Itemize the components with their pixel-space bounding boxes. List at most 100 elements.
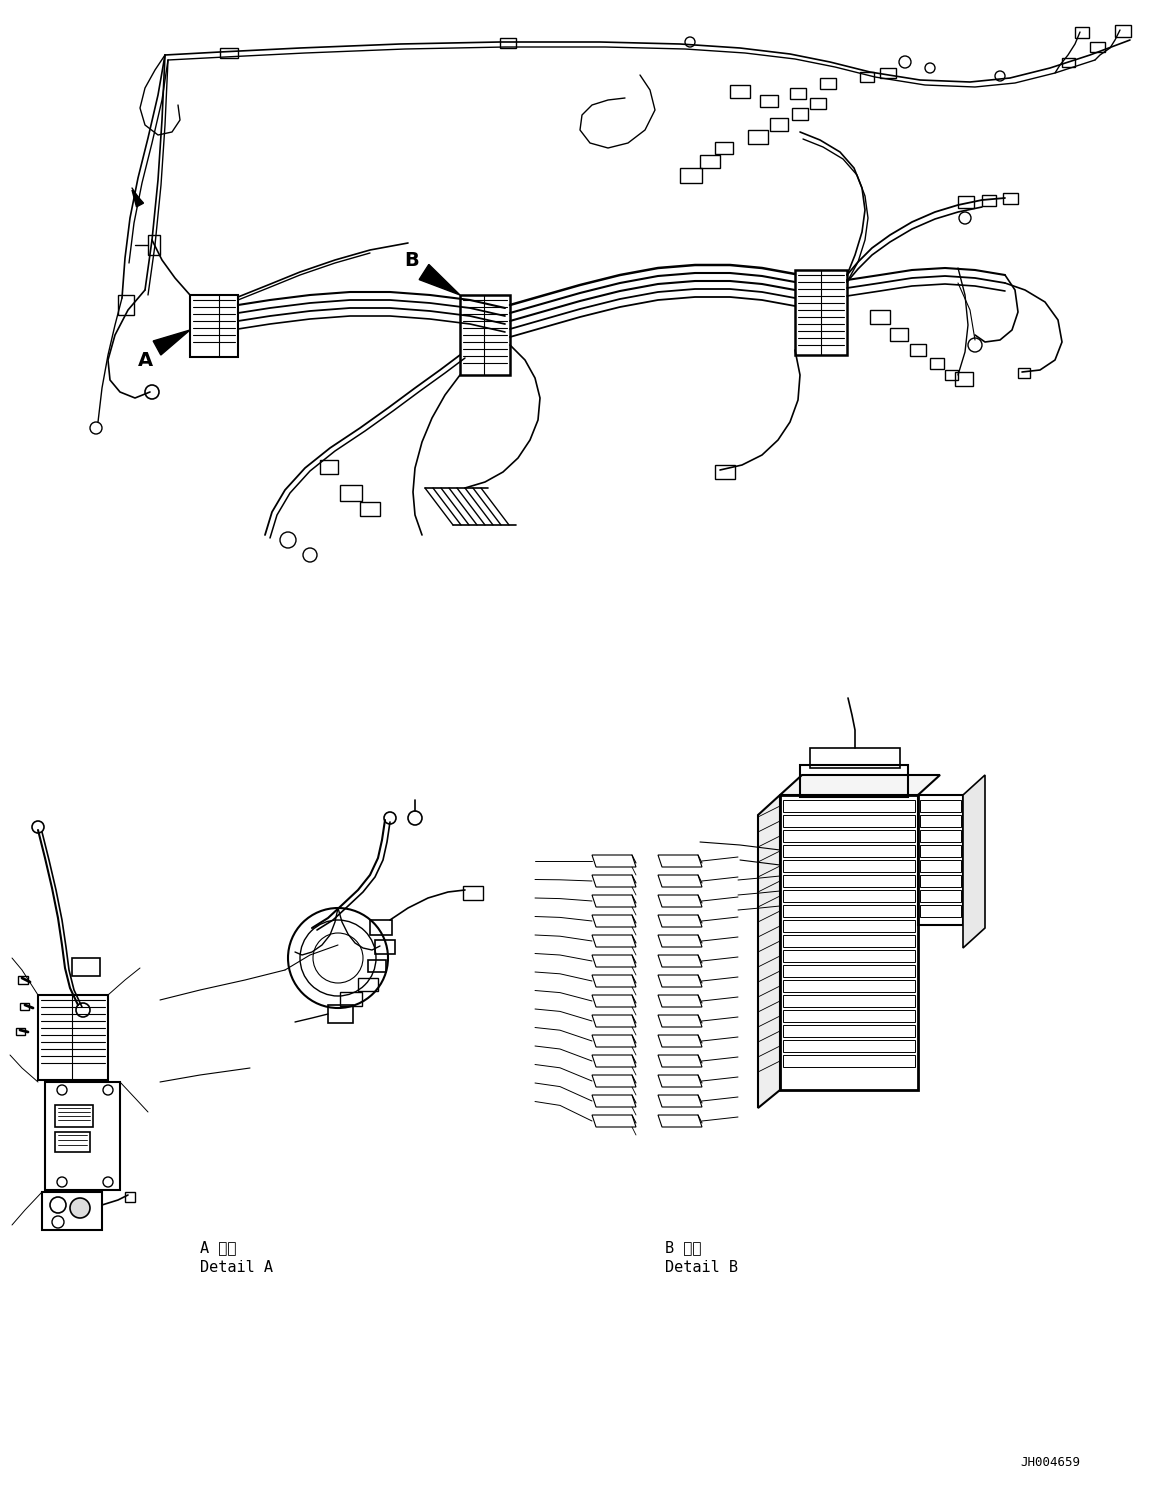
Bar bbox=[783, 981, 915, 992]
Bar bbox=[730, 85, 750, 98]
Polygon shape bbox=[592, 1115, 636, 1126]
Bar bbox=[770, 118, 789, 131]
Bar bbox=[1003, 193, 1018, 204]
Polygon shape bbox=[658, 995, 702, 1007]
Polygon shape bbox=[592, 894, 636, 908]
Bar bbox=[920, 830, 961, 842]
Bar bbox=[20, 1003, 29, 1010]
Bar bbox=[920, 801, 961, 812]
Bar bbox=[792, 109, 808, 121]
Bar bbox=[55, 1106, 93, 1126]
Polygon shape bbox=[592, 1036, 636, 1048]
Bar bbox=[870, 310, 890, 324]
Polygon shape bbox=[592, 856, 636, 868]
Bar bbox=[783, 815, 915, 827]
Bar bbox=[790, 88, 806, 100]
Bar bbox=[920, 875, 961, 887]
Bar bbox=[358, 978, 378, 991]
Bar bbox=[783, 845, 915, 857]
Bar bbox=[220, 48, 238, 58]
Polygon shape bbox=[131, 190, 143, 207]
Bar bbox=[16, 1028, 24, 1036]
Bar bbox=[45, 1082, 120, 1190]
Bar bbox=[795, 269, 847, 356]
Bar bbox=[680, 168, 702, 183]
Bar bbox=[930, 359, 944, 369]
Bar bbox=[955, 372, 973, 385]
Bar bbox=[1062, 58, 1075, 67]
Bar bbox=[920, 845, 961, 857]
Text: Detail A: Detail A bbox=[200, 1260, 273, 1275]
Polygon shape bbox=[592, 934, 636, 946]
Bar bbox=[783, 830, 915, 842]
Polygon shape bbox=[154, 330, 190, 356]
Polygon shape bbox=[658, 1036, 702, 1048]
Bar bbox=[783, 934, 915, 946]
Polygon shape bbox=[592, 1095, 636, 1107]
Bar bbox=[783, 860, 915, 872]
Bar bbox=[500, 39, 516, 48]
Bar bbox=[17, 976, 28, 984]
Bar bbox=[809, 748, 900, 768]
Bar bbox=[361, 501, 380, 516]
Polygon shape bbox=[658, 1055, 702, 1067]
Bar bbox=[809, 98, 826, 109]
Bar bbox=[700, 155, 720, 168]
Bar bbox=[370, 920, 392, 934]
Bar bbox=[920, 890, 961, 902]
Bar bbox=[748, 129, 768, 144]
Bar bbox=[1075, 27, 1089, 39]
Bar bbox=[920, 905, 961, 917]
Bar bbox=[783, 1025, 915, 1037]
Bar bbox=[958, 196, 973, 208]
Bar bbox=[117, 295, 134, 315]
Bar bbox=[783, 890, 915, 902]
Polygon shape bbox=[658, 1015, 702, 1027]
Bar bbox=[783, 920, 915, 931]
Bar bbox=[783, 1010, 915, 1022]
Bar bbox=[190, 295, 238, 357]
Bar bbox=[783, 801, 915, 812]
Text: JH004659: JH004659 bbox=[1020, 1455, 1080, 1469]
Polygon shape bbox=[592, 915, 636, 927]
Bar bbox=[55, 1132, 90, 1152]
Bar bbox=[820, 77, 836, 89]
Bar bbox=[920, 860, 961, 872]
Bar bbox=[42, 1192, 102, 1231]
Polygon shape bbox=[592, 1015, 636, 1027]
Bar bbox=[368, 960, 386, 972]
Polygon shape bbox=[780, 775, 940, 795]
Bar bbox=[918, 795, 963, 926]
Bar bbox=[780, 795, 918, 1091]
Bar bbox=[148, 235, 160, 254]
Bar bbox=[340, 992, 362, 1006]
Polygon shape bbox=[658, 1074, 702, 1088]
Bar bbox=[715, 464, 735, 479]
Text: B 詳細: B 詳細 bbox=[665, 1241, 701, 1256]
Bar bbox=[982, 195, 996, 205]
Bar bbox=[859, 71, 875, 82]
Polygon shape bbox=[658, 955, 702, 967]
Polygon shape bbox=[592, 875, 636, 887]
Polygon shape bbox=[592, 975, 636, 987]
Bar bbox=[783, 966, 915, 978]
Text: Detail B: Detail B bbox=[665, 1260, 739, 1275]
Bar bbox=[72, 958, 100, 976]
Polygon shape bbox=[758, 795, 780, 1109]
Bar bbox=[880, 68, 896, 77]
Polygon shape bbox=[592, 995, 636, 1007]
Bar bbox=[783, 949, 915, 963]
Bar bbox=[783, 1055, 915, 1067]
Bar bbox=[124, 1192, 135, 1202]
Polygon shape bbox=[658, 975, 702, 987]
Circle shape bbox=[70, 1198, 90, 1219]
Bar bbox=[783, 995, 915, 1007]
Polygon shape bbox=[419, 265, 461, 295]
Bar bbox=[340, 485, 362, 501]
Bar bbox=[320, 460, 338, 475]
Polygon shape bbox=[592, 1055, 636, 1067]
Bar bbox=[783, 905, 915, 917]
Bar bbox=[783, 1040, 915, 1052]
Bar bbox=[461, 295, 511, 375]
Bar bbox=[328, 1004, 354, 1024]
